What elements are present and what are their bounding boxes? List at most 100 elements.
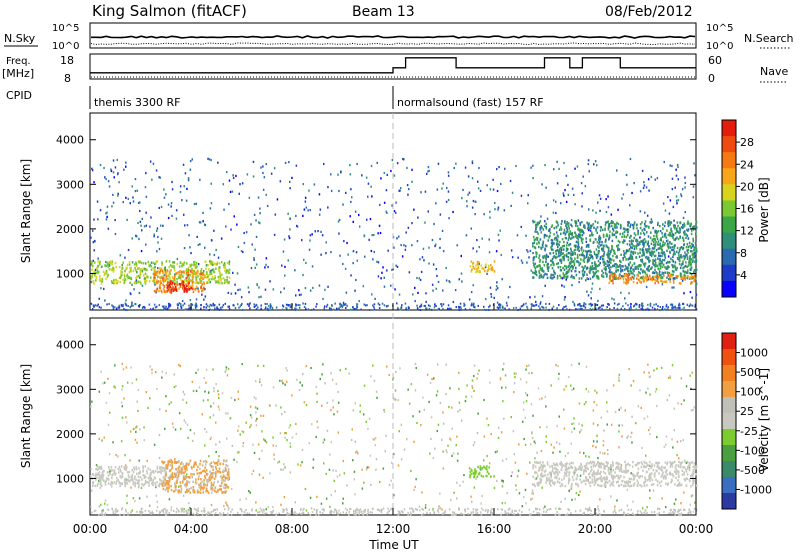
noise-traces bbox=[90, 35, 696, 46]
heatmap-cell bbox=[596, 304, 599, 306]
heatmap-cell bbox=[532, 242, 534, 245]
heatmap-cell bbox=[369, 511, 372, 514]
heatmap-cell bbox=[552, 305, 555, 308]
heatmap-cell bbox=[125, 309, 127, 312]
heatmap-cell bbox=[153, 276, 155, 279]
heatmap-cell bbox=[191, 269, 193, 272]
heatmap-cell bbox=[226, 261, 229, 265]
heatmap-cell bbox=[410, 383, 413, 386]
heatmap-cell bbox=[676, 275, 679, 278]
heatmap-cell bbox=[550, 225, 553, 228]
heatmap-cell bbox=[567, 193, 570, 196]
heatmap-cell bbox=[582, 268, 585, 271]
heatmap-cell bbox=[671, 230, 673, 233]
heatmap-cell bbox=[307, 308, 310, 311]
heatmap-cell bbox=[591, 308, 594, 311]
heatmap-cell bbox=[563, 255, 565, 258]
heatmap-cell bbox=[460, 307, 462, 310]
heatmap-cell bbox=[419, 305, 421, 308]
heatmap-cell bbox=[414, 485, 416, 489]
heatmap-cell bbox=[265, 163, 267, 166]
heatmap-cell bbox=[452, 452, 455, 455]
heatmap-cell bbox=[693, 225, 695, 228]
heatmap-cell bbox=[187, 284, 190, 287]
heatmap-cell bbox=[606, 449, 609, 452]
heatmap-cell bbox=[441, 512, 444, 515]
heatmap-cell bbox=[502, 306, 504, 309]
heatmap-cell bbox=[184, 279, 186, 282]
heatmap-cell bbox=[676, 440, 679, 443]
heatmap-cell bbox=[625, 278, 627, 281]
heatmap-cell bbox=[521, 505, 524, 508]
heatmap-cell bbox=[524, 443, 527, 446]
heatmap-cell bbox=[653, 240, 655, 244]
heatmap-cell bbox=[530, 307, 532, 310]
heatmap-cell bbox=[162, 509, 164, 512]
heatmap-cell bbox=[139, 276, 141, 279]
heatmap-cell bbox=[220, 279, 222, 282]
heatmap-cell bbox=[136, 425, 138, 428]
heatmap-cell bbox=[659, 238, 662, 241]
heatmap-cell bbox=[457, 305, 460, 308]
heatmap-cell bbox=[498, 303, 500, 306]
heatmap-cell bbox=[212, 302, 214, 305]
heatmap-cell bbox=[155, 281, 158, 284]
heatmap-cell bbox=[638, 271, 640, 274]
heatmap-cell bbox=[206, 281, 208, 284]
heatmap-cell bbox=[158, 510, 161, 513]
heatmap-cell bbox=[322, 297, 324, 300]
heatmap-cell bbox=[633, 232, 636, 235]
heatmap-cell bbox=[181, 287, 184, 290]
heatmap-cell bbox=[325, 305, 328, 308]
heatmap-cell bbox=[334, 302, 336, 305]
heatmap-cell bbox=[110, 168, 112, 171]
heatmap-cell bbox=[612, 384, 615, 387]
heatmap-cell bbox=[106, 503, 109, 506]
heatmap-cell bbox=[643, 241, 646, 245]
heatmap-cell bbox=[605, 238, 607, 241]
heatmap-cell bbox=[368, 309, 371, 311]
heatmap-cell bbox=[665, 303, 668, 306]
heatmap-cell bbox=[194, 514, 196, 516]
heatmap-cell bbox=[641, 307, 644, 310]
heatmap-cell bbox=[594, 263, 596, 266]
heatmap-cell bbox=[684, 181, 687, 185]
heatmap-cell bbox=[383, 304, 386, 307]
heatmap-cell bbox=[595, 270, 597, 274]
heatmap-cell bbox=[459, 306, 462, 309]
heatmap-cell bbox=[285, 507, 288, 510]
heatmap-cell bbox=[213, 271, 216, 274]
heatmap-cell bbox=[606, 423, 608, 426]
heatmap-cell bbox=[429, 305, 431, 308]
nave-tick-top: 60 bbox=[708, 54, 722, 67]
heatmap-cell bbox=[344, 507, 347, 510]
heatmap-cell bbox=[231, 190, 234, 193]
heatmap-cell bbox=[337, 173, 339, 176]
heatmap-cell bbox=[654, 268, 656, 272]
heatmap-cell bbox=[536, 236, 539, 240]
heatmap-cell bbox=[611, 239, 614, 243]
heatmap-cell bbox=[230, 514, 233, 516]
heatmap-cell bbox=[218, 308, 221, 311]
heatmap-cell bbox=[557, 266, 560, 269]
heatmap-cell bbox=[628, 292, 630, 295]
heatmap-cell bbox=[228, 203, 230, 206]
heatmap-cell bbox=[210, 159, 212, 162]
heatmap-cell bbox=[515, 510, 517, 512]
heatmap-cell bbox=[235, 174, 237, 177]
heatmap-cell bbox=[649, 221, 652, 224]
heatmap-cell bbox=[246, 173, 249, 176]
heatmap-cell bbox=[609, 274, 611, 278]
heatmap-cell bbox=[481, 266, 483, 270]
heatmap-cell bbox=[567, 230, 569, 233]
heatmap-cell bbox=[657, 223, 659, 227]
heatmap-cell bbox=[467, 175, 470, 178]
heatmap-cell bbox=[590, 304, 593, 307]
heatmap-cell bbox=[483, 269, 486, 273]
heatmap-cell bbox=[339, 369, 341, 372]
heatmap-cell bbox=[653, 259, 656, 262]
heatmap-cell bbox=[476, 377, 478, 380]
heatmap-cell bbox=[166, 290, 168, 293]
heatmap-cell bbox=[560, 246, 562, 250]
heatmap-cell bbox=[143, 267, 145, 270]
